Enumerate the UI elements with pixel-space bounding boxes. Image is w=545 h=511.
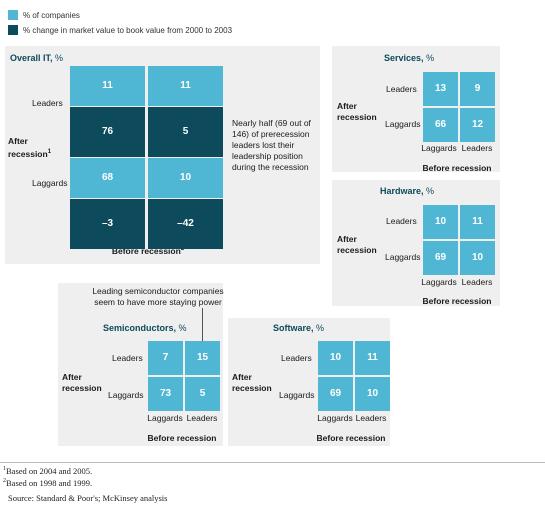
semiconductors-annotation: Leading semiconductor companies seem to … [92, 286, 224, 307]
footnote-divider [0, 462, 545, 463]
overall-cell-laggards-companies-before-laggards-value: 68 [101, 172, 114, 183]
legend-label-market-change: % change in market value to book value f… [23, 26, 233, 35]
software-cell-leaders-leaders-value: 11 [367, 352, 378, 363]
overall-cell-leaders-companies-before-leaders-value: 11 [180, 80, 191, 91]
services-title: Services, % [384, 53, 435, 63]
legend-swatch-market-change [8, 25, 18, 35]
footnote-1: 1Based on 2004 and 2005. [3, 466, 93, 476]
overall-cell-leaders-change-before-laggards-value: 76 [101, 126, 114, 137]
overall-cell-leaders-change-before-laggards: 76 [70, 107, 145, 157]
semiconductors-row-leaders: Leaders [112, 353, 143, 363]
hardware-col-laggards: Laggards [421, 277, 457, 287]
software-row-laggards: Laggards [279, 390, 315, 400]
services-after-recession: After recession [337, 101, 377, 122]
overall-row-leaders: Leaders [32, 98, 63, 108]
services-cell-leaders-leaders-value: 9 [474, 83, 481, 94]
services-col-laggards: Laggards [421, 143, 457, 153]
overall-cell-laggards-change-before-laggards: –3 [70, 199, 145, 249]
legend-swatch-companies [8, 10, 18, 20]
services-cell-leaders-leaders: 9 [460, 72, 495, 106]
overall-annotation: Nearly half (69 out of 146) of prerecess… [232, 118, 311, 172]
software-cell-leaders-laggards: 10 [318, 341, 353, 375]
semiconductors-cell-laggards-laggards-value: 73 [159, 388, 172, 399]
hardware-cell-leaders-leaders-value: 11 [472, 216, 483, 227]
semiconductors-after-recession: After recession [62, 372, 102, 393]
services-cell-leaders-laggards: 13 [423, 72, 458, 106]
services-cell-leaders-laggards-value: 13 [434, 83, 447, 94]
services-cell-laggards-leaders: 12 [460, 108, 495, 142]
legend-label-companies: % of companies [23, 11, 80, 20]
hardware-title: Hardware, % [380, 186, 435, 196]
software-cell-laggards-laggards-value: 69 [329, 388, 342, 399]
services-before-recession: Before recession [422, 163, 492, 173]
services-row-leaders: Leaders [386, 84, 417, 94]
overall-cell-leaders-companies-before-leaders: 11 [148, 66, 223, 106]
semiconductors-cell-laggards-laggards: 73 [148, 377, 183, 411]
semiconductors-cell-leaders-leaders-value: 15 [196, 352, 209, 363]
overall-row-laggards: Laggards [32, 178, 68, 188]
footnote-2: 2Based on 1998 and 1999. [3, 478, 93, 488]
software-cell-leaders-leaders: 11 [355, 341, 390, 375]
software-row-leaders: Leaders [281, 353, 312, 363]
semiconductors-cell-laggards-leaders: 5 [185, 377, 220, 411]
software-col-laggards: Laggards [317, 413, 353, 423]
semiconductors-pointer-line [202, 308, 203, 354]
semiconductors-cell-leaders-laggards: 7 [148, 341, 183, 375]
hardware-before-recession: Before recession [422, 296, 492, 306]
overall-cell-laggards-companies-before-leaders: 10 [148, 158, 223, 198]
software-after-recession: After recession [232, 372, 272, 393]
hardware-row-laggards: Laggards [385, 252, 421, 262]
hardware-row-leaders: Leaders [386, 216, 417, 226]
hardware-cell-leaders-laggards-value: 10 [434, 216, 447, 227]
services-cell-laggards-laggards: 66 [423, 108, 458, 142]
software-cell-laggards-laggards: 69 [318, 377, 353, 411]
software-col-leaders: Leaders [355, 413, 387, 423]
overall-cell-laggards-companies-before-leaders-value: 10 [179, 172, 192, 183]
semiconductors-col-laggards: Laggards [147, 413, 183, 423]
overall-before-recession: Before recession2 [111, 246, 185, 256]
software-before-recession: Before recession [316, 433, 386, 443]
overall-cell-leaders-companies-before-laggards-value: 11 [102, 80, 113, 91]
software-title: Software, % [273, 323, 325, 333]
semiconductors-before-recession: Before recession [147, 433, 217, 443]
overall-cell-laggards-change-before-leaders: –42 [148, 199, 223, 249]
source-note: Source: Standard & Poor's; McKinsey anal… [8, 493, 168, 503]
overall-cell-leaders-change-before-leaders-value: 5 [182, 126, 189, 137]
semiconductors-cell-leaders-laggards-value: 7 [162, 352, 169, 363]
hardware-cell-laggards-leaders-value: 10 [471, 252, 484, 263]
hardware-cell-leaders-laggards: 10 [423, 205, 458, 239]
software-cell-laggards-leaders: 10 [355, 377, 390, 411]
semiconductors-row-laggards: Laggards [108, 390, 144, 400]
services-cell-laggards-laggards-value: 66 [434, 119, 447, 130]
overall-it-title: Overall IT, % [10, 53, 64, 63]
services-row-laggards: Laggards [385, 119, 421, 129]
services-cell-laggards-leaders-value: 12 [471, 119, 484, 130]
hardware-cell-laggards-laggards-value: 69 [434, 252, 447, 263]
overall-after-recession: After recession1 [8, 136, 52, 159]
hardware-col-leaders: Leaders [461, 277, 493, 287]
overall-cell-laggards-companies-before-laggards: 68 [70, 158, 145, 198]
overall-cell-laggards-change-before-laggards-value: –3 [101, 218, 114, 229]
hardware-cell-laggards-laggards: 69 [423, 241, 458, 275]
hardware-cell-leaders-leaders: 11 [460, 205, 495, 239]
services-col-leaders: Leaders [461, 143, 493, 153]
software-cell-leaders-laggards-value: 10 [329, 352, 342, 363]
semiconductors-cell-leaders-leaders: 15 [185, 341, 220, 375]
semiconductors-title: Semiconductors, % [103, 323, 187, 333]
semiconductors-col-leaders: Leaders [186, 413, 218, 423]
hardware-cell-laggards-leaders: 10 [460, 241, 495, 275]
semiconductors-cell-laggards-leaders-value: 5 [199, 388, 206, 399]
overall-cell-laggards-change-before-leaders-value: –42 [177, 218, 194, 229]
software-cell-laggards-leaders-value: 10 [366, 388, 379, 399]
hardware-after-recession: After recession [337, 234, 377, 255]
overall-cell-leaders-companies-before-laggards: 11 [70, 66, 145, 106]
overall-cell-leaders-change-before-leaders: 5 [148, 107, 223, 157]
